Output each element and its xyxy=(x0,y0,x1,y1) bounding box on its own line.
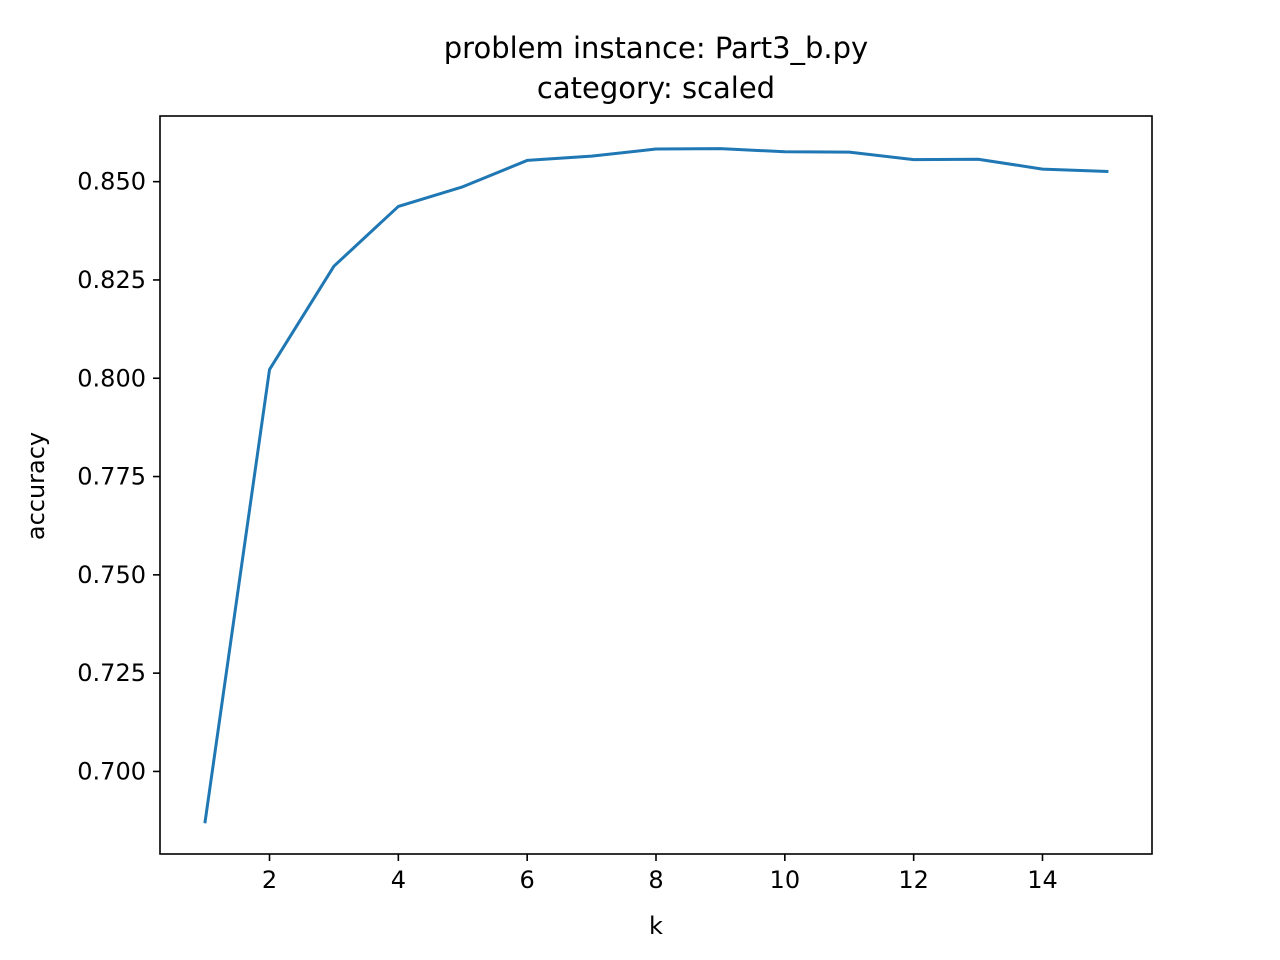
y-axis-label: accuracy xyxy=(22,432,50,540)
y-tick-label: 0.775 xyxy=(77,463,146,491)
x-tick-label: 8 xyxy=(648,866,663,894)
y-tick-label: 0.700 xyxy=(77,757,146,785)
x-axis: 2 4 6 8 10 12 14 xyxy=(262,854,1058,894)
x-axis-label: k xyxy=(649,912,663,940)
x-tick-label: 12 xyxy=(898,866,929,894)
y-axis: 0.700 0.725 0.750 0.775 0.800 0.825 0.850 xyxy=(77,168,160,785)
plot-area xyxy=(203,147,1109,824)
y-tick-label: 0.825 xyxy=(77,266,146,294)
x-tick-label: 14 xyxy=(1027,866,1058,894)
chart-subtitle: category: scaled xyxy=(537,71,775,105)
y-tick-label: 0.750 xyxy=(77,561,146,589)
x-tick-label: 4 xyxy=(391,866,406,894)
y-tick-label: 0.850 xyxy=(77,168,146,196)
x-tick-label: 6 xyxy=(520,866,535,894)
chart-title: problem instance: Part3_b.py xyxy=(444,31,868,65)
x-tick-label: 10 xyxy=(770,866,801,894)
y-tick-label: 0.800 xyxy=(77,364,146,392)
y-tick-label: 0.725 xyxy=(77,659,146,687)
x-tick-label: 2 xyxy=(262,866,277,894)
